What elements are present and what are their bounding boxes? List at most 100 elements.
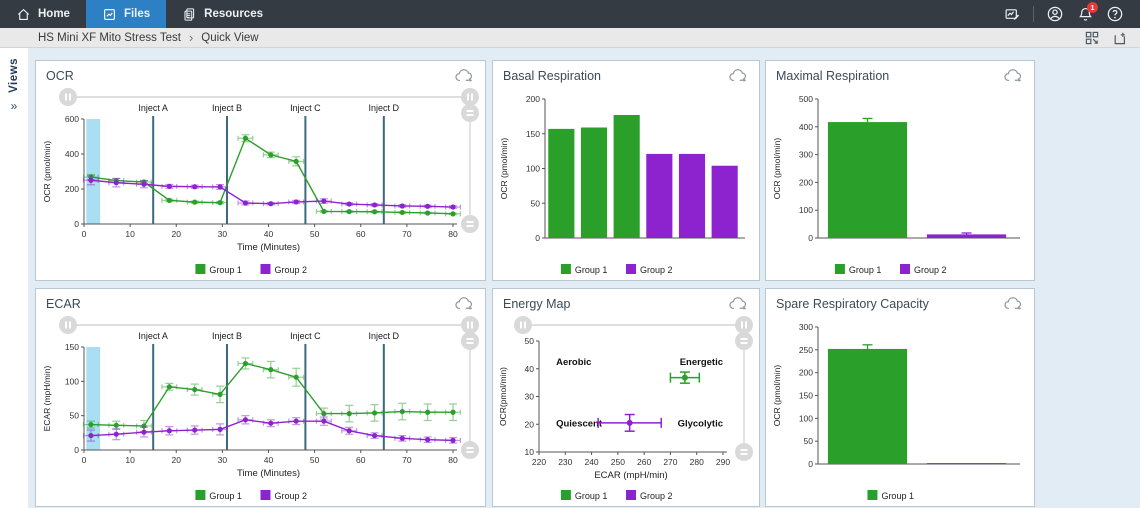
svg-text:50: 50 bbox=[531, 198, 541, 208]
svg-text:Group 2: Group 2 bbox=[914, 265, 947, 275]
svg-text:40: 40 bbox=[264, 455, 274, 465]
nav-tabs: Home Files Resources bbox=[0, 0, 279, 28]
svg-text:Group 2: Group 2 bbox=[275, 265, 308, 275]
layout-grid-icon[interactable] bbox=[1084, 30, 1100, 46]
svg-text:Quiescent: Quiescent bbox=[556, 418, 603, 429]
svg-text:80: 80 bbox=[448, 455, 458, 465]
svg-text:250: 250 bbox=[799, 345, 813, 355]
svg-text:ECAR (mpH/min): ECAR (mpH/min) bbox=[594, 470, 667, 481]
files-chart-icon bbox=[102, 7, 117, 22]
breadcrumb-current: Quick View bbox=[201, 31, 259, 44]
svg-text:10: 10 bbox=[125, 455, 135, 465]
cloud-export-icon[interactable] bbox=[728, 68, 749, 84]
svg-text:0: 0 bbox=[535, 233, 540, 243]
new-view-icon[interactable] bbox=[1112, 30, 1128, 46]
cloud-export-icon[interactable] bbox=[454, 68, 475, 84]
svg-text:Energetic: Energetic bbox=[680, 357, 723, 368]
maximal-respiration-chart[interactable]: 0 100 200 300 400 500 OCR (pmol/min) Group 1 Gro… bbox=[768, 87, 1032, 278]
svg-text:240: 240 bbox=[584, 457, 598, 467]
svg-text:Inject D: Inject D bbox=[369, 331, 400, 341]
svg-text:Group 1: Group 1 bbox=[575, 265, 608, 275]
svg-text:20: 20 bbox=[525, 419, 535, 429]
tab-resources-label: Resources bbox=[204, 8, 263, 20]
svg-text:280: 280 bbox=[690, 457, 704, 467]
svg-text:100: 100 bbox=[526, 164, 540, 174]
svg-text:600: 600 bbox=[65, 114, 79, 124]
panel-title: Spare Respiratory Capacity bbox=[776, 297, 929, 311]
svg-text:10: 10 bbox=[525, 447, 535, 457]
help-icon[interactable] bbox=[1100, 0, 1130, 28]
basal-respiration-chart[interactable]: 0 50 100 150 200 OCR (pmol/min) Group 1 Group 2 bbox=[495, 87, 757, 278]
cloud-export-icon[interactable] bbox=[1003, 68, 1024, 84]
svg-text:0: 0 bbox=[808, 459, 813, 469]
svg-text:OCR (pmol/min): OCR (pmol/min) bbox=[772, 138, 782, 200]
svg-text:200: 200 bbox=[799, 177, 813, 187]
panel-ecar: ECAR Inject A Inject B Inject C Inject D 0 50… bbox=[35, 288, 486, 507]
svg-text:100: 100 bbox=[799, 205, 813, 215]
svg-text:10: 10 bbox=[125, 229, 135, 239]
panel-ocr: OCR Inject A Inject B Inject C Inject D 0 200… bbox=[35, 60, 486, 281]
breadcrumb-parent[interactable]: HS Mini XF Mito Stress Test bbox=[38, 31, 181, 44]
account-icon[interactable] bbox=[1040, 0, 1070, 28]
panel-title: OCR bbox=[46, 69, 74, 83]
panel-title: Energy Map bbox=[503, 297, 571, 311]
svg-text:150: 150 bbox=[65, 342, 79, 352]
main-content: Views » OCR Inject A Inject B Inject C Inje… bbox=[0, 48, 1140, 508]
spare-respiratory-capacity-chart[interactable]: 0 50 100 150 200 250 300 OCR (pmol/min) Group 1 bbox=[768, 315, 1032, 504]
views-label: Views bbox=[8, 58, 20, 93]
svg-text:30: 30 bbox=[525, 392, 535, 402]
tab-home-label: Home bbox=[38, 8, 70, 20]
svg-text:Group 1: Group 1 bbox=[849, 265, 882, 275]
notifications-bell-icon[interactable]: 1 bbox=[1070, 0, 1100, 28]
svg-text:230: 230 bbox=[558, 457, 572, 467]
svg-text:150: 150 bbox=[526, 129, 540, 139]
ocr-chart[interactable]: Inject A Inject B Inject C Inject D 0 200 400 6… bbox=[38, 87, 483, 278]
views-panel-toggle[interactable]: Views » bbox=[0, 48, 28, 508]
svg-text:Inject D: Inject D bbox=[369, 103, 400, 113]
cloud-export-icon[interactable] bbox=[728, 296, 749, 312]
svg-text:50: 50 bbox=[804, 436, 814, 446]
breadcrumb-actions bbox=[1084, 30, 1128, 46]
breadcrumb: HS Mini XF Mito Stress Test › Quick View bbox=[0, 28, 1140, 48]
tab-home[interactable]: Home bbox=[0, 0, 86, 28]
ecar-chart[interactable]: Inject A Inject B Inject C Inject D 0 50 100 15… bbox=[38, 315, 483, 504]
svg-text:100: 100 bbox=[799, 413, 813, 423]
svg-text:Glycolytic: Glycolytic bbox=[678, 418, 723, 429]
svg-text:Group 1: Group 1 bbox=[209, 491, 242, 501]
svg-text:200: 200 bbox=[526, 94, 540, 104]
svg-text:30: 30 bbox=[218, 455, 228, 465]
svg-text:260: 260 bbox=[637, 457, 651, 467]
cloud-export-icon[interactable] bbox=[1003, 296, 1024, 312]
documents-icon bbox=[182, 7, 197, 22]
svg-text:70: 70 bbox=[402, 229, 412, 239]
svg-text:Time (Minutes): Time (Minutes) bbox=[237, 468, 300, 479]
svg-text:Inject B: Inject B bbox=[212, 103, 242, 113]
svg-text:Inject C: Inject C bbox=[290, 331, 321, 341]
energy-map-chart[interactable]: 10 20 30 40 50 220 230 240 250 260 270 280 290 ECAR (… bbox=[495, 315, 757, 504]
svg-text:Inject A: Inject A bbox=[138, 331, 168, 341]
cloud-export-icon[interactable] bbox=[454, 296, 475, 312]
report-edit-icon[interactable] bbox=[997, 0, 1027, 28]
svg-text:Group 1: Group 1 bbox=[881, 491, 914, 501]
svg-text:200: 200 bbox=[799, 368, 813, 378]
svg-text:OCR (pmol/min): OCR (pmol/min) bbox=[42, 141, 52, 203]
svg-text:40: 40 bbox=[525, 364, 535, 374]
svg-text:0: 0 bbox=[82, 229, 87, 239]
svg-text:220: 220 bbox=[532, 457, 546, 467]
panel-title: ECAR bbox=[46, 297, 81, 311]
svg-text:400: 400 bbox=[65, 149, 79, 159]
svg-text:30: 30 bbox=[218, 229, 228, 239]
svg-text:0: 0 bbox=[74, 445, 79, 455]
svg-text:Inject B: Inject B bbox=[212, 331, 242, 341]
svg-text:20: 20 bbox=[172, 455, 182, 465]
panel-spare-respiratory-capacity: Spare Respiratory Capacity 0 50 100 150 200 2… bbox=[765, 288, 1035, 507]
tab-files[interactable]: Files bbox=[85, 0, 167, 28]
tab-resources[interactable]: Resources bbox=[166, 0, 279, 28]
svg-text:150: 150 bbox=[799, 391, 813, 401]
svg-text:270: 270 bbox=[663, 457, 677, 467]
tab-files-label: Files bbox=[123, 8, 151, 20]
notification-badge: 1 bbox=[1087, 2, 1098, 13]
panel-basal-respiration: Basal Respiration 0 50 100 150 200 OCR (pmol/… bbox=[492, 60, 760, 281]
panel-maximal-respiration: Maximal Respiration 0 100 200 300 400 500 OCR … bbox=[765, 60, 1035, 281]
svg-text:50: 50 bbox=[310, 229, 320, 239]
